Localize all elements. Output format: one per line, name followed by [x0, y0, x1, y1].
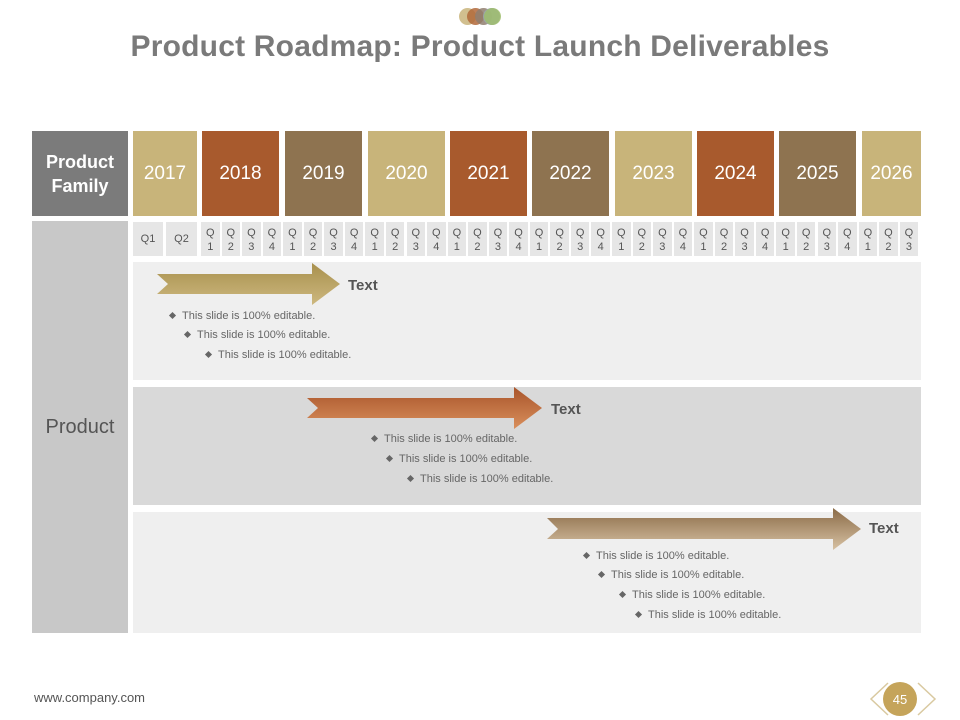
year-2023: 2023 [615, 131, 692, 216]
bullet-item: This slide is 100% editable. [618, 589, 765, 601]
deliverable-arrow-2 [307, 387, 542, 429]
bullet-item: This slide is 100% editable. [385, 453, 532, 465]
chevron-left-icon[interactable] [869, 682, 889, 716]
year-2021: 2021 [450, 131, 527, 216]
deliverable-arrow-3 [547, 508, 861, 550]
year-2017: 2017 [133, 131, 197, 216]
year-2026: 2026 [862, 131, 921, 216]
year-2024: 2024 [697, 131, 774, 216]
bullet-item: This slide is 100% editable. [582, 550, 729, 562]
bullet-item: This slide is 100% editable. [204, 349, 351, 361]
bullet-item: This slide is 100% editable. [168, 310, 315, 322]
diamond-bullet-icon [597, 570, 606, 579]
bullet-item: This slide is 100% editable. [183, 329, 330, 341]
diamond-bullet-icon [183, 330, 192, 339]
diamond-bullet-icon [168, 311, 177, 320]
page-number-badge: 45 [883, 682, 917, 716]
quarter-cell: Q1 [133, 222, 163, 256]
diamond-bullet-icon [406, 474, 415, 483]
bullet-item: This slide is 100% editable. [597, 569, 744, 581]
page-nav-chevrons [869, 682, 937, 716]
logo-dot-green [484, 8, 501, 25]
quarter-cell: Q2 [166, 222, 197, 256]
diamond-bullet-icon [204, 350, 213, 359]
diamond-bullet-icon [582, 551, 591, 560]
year-2025: 2025 [779, 131, 856, 216]
diamond-bullet-icon [618, 590, 627, 599]
year-2022: 2022 [532, 131, 609, 216]
page-title: Product Roadmap: Product Launch Delivera… [130, 30, 830, 63]
footer-url[interactable]: www.company.com [34, 690, 146, 705]
product-row-label: Product [32, 221, 128, 633]
year-2020: 2020 [368, 131, 445, 216]
diamond-bullet-icon [385, 454, 394, 463]
year-2019: 2019 [285, 131, 362, 216]
diamond-bullet-icon [370, 434, 379, 443]
year-2018: 2018 [202, 131, 279, 216]
chevron-right-icon[interactable] [917, 682, 937, 716]
bullet-item: This slide is 100% editable. [370, 433, 517, 445]
diamond-bullet-icon [634, 610, 643, 619]
deliverable-3-label: Text [869, 520, 899, 537]
product-family-header: Product Family [32, 131, 128, 216]
deliverable-1-label: Text [348, 277, 378, 294]
bullet-item: This slide is 100% editable. [406, 473, 553, 485]
bullet-item: This slide is 100% editable. [634, 609, 781, 621]
deliverable-arrow-1 [157, 263, 340, 305]
deliverable-2-label: Text [551, 401, 581, 418]
